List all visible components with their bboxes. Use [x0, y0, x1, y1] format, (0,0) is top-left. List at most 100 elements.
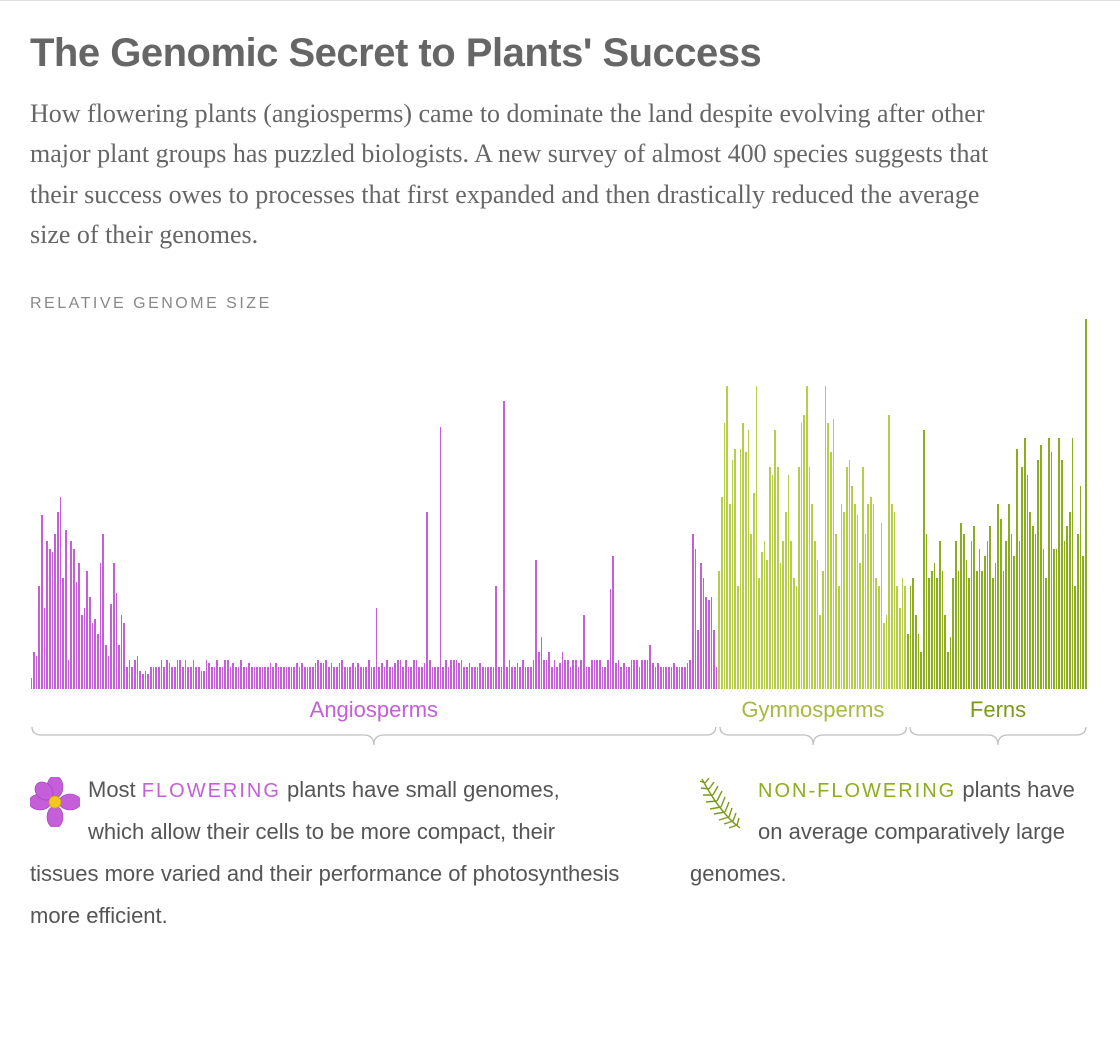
bar-gymnosperms: [899, 608, 901, 689]
bar-angiosperms: [663, 667, 665, 689]
bar-angiosperms: [535, 560, 537, 690]
bar-gymnosperms: [790, 541, 792, 689]
bar-angiosperms: [307, 667, 309, 689]
flower-icon: [30, 777, 80, 827]
bar-ferns: [934, 563, 936, 689]
bar-angiosperms: [673, 663, 675, 689]
bar-gymnosperms: [782, 541, 784, 689]
bar-angiosperms: [432, 667, 434, 689]
bar-gymnosperms: [843, 512, 845, 690]
bar-angiosperms: [517, 663, 519, 689]
bar-angiosperms: [572, 660, 574, 690]
bar-angiosperms: [397, 660, 399, 690]
bar-angiosperms: [357, 663, 359, 689]
bar-angiosperms: [676, 667, 678, 689]
bar-gymnosperms: [814, 541, 816, 689]
bar-angiosperms: [649, 645, 651, 689]
bar-angiosperms: [54, 534, 56, 689]
bar-ferns: [923, 430, 925, 689]
bar-gymnosperms: [819, 615, 821, 689]
bar-gymnosperms: [838, 586, 840, 690]
bar-angiosperms: [586, 667, 588, 689]
bar-angiosperms: [418, 667, 420, 689]
bar-angiosperms: [198, 667, 200, 689]
bar-ferns: [1016, 449, 1018, 690]
bar-ferns: [939, 541, 941, 689]
bar-angiosperms: [62, 578, 64, 689]
bar-angiosperms: [150, 667, 152, 689]
bar-angiosperms: [684, 667, 686, 689]
bar-angiosperms: [633, 660, 635, 690]
bar-angiosperms: [31, 678, 33, 689]
bar-gymnosperms: [766, 560, 768, 690]
bar-gymnosperms: [769, 467, 771, 689]
bar-ferns: [1077, 534, 1079, 689]
bar-gymnosperms: [764, 541, 766, 689]
category-label-ferns: Ferns: [908, 695, 1088, 723]
bar-ferns: [1061, 460, 1063, 689]
bar-angiosperms: [713, 630, 715, 689]
bar-angiosperms: [240, 660, 242, 690]
bar-ferns: [931, 571, 933, 689]
bar-angiosperms: [33, 652, 35, 689]
bar-angiosperms: [256, 667, 258, 689]
bar-angiosperms: [495, 586, 497, 690]
bar-gymnosperms: [742, 423, 744, 689]
genome-size-chart: [30, 319, 1088, 689]
bar-angiosperms: [304, 667, 306, 689]
bar-gymnosperms: [835, 534, 837, 689]
bar-angiosperms: [575, 660, 577, 690]
bar-angiosperms: [644, 660, 646, 690]
bar-angiosperms: [687, 663, 689, 689]
bar-angiosperms: [142, 674, 144, 689]
bar-gymnosperms: [774, 430, 776, 689]
bar-gymnosperms: [822, 571, 824, 689]
bar-ferns: [1013, 556, 1015, 689]
bar-angiosperms: [336, 667, 338, 689]
bar-angiosperms: [697, 630, 699, 689]
bar-angiosperms: [610, 589, 612, 689]
bar-ferns: [952, 578, 954, 689]
bar-ferns: [1003, 571, 1005, 689]
bar-ferns: [942, 571, 944, 689]
bar-angiosperms: [280, 667, 282, 689]
bar-angiosperms: [474, 667, 476, 689]
brace-gymnosperms: [718, 725, 908, 747]
bar-gymnosperms: [788, 475, 790, 690]
bar-angiosperms: [543, 660, 545, 690]
bar-angiosperms: [623, 663, 625, 689]
bar-angiosperms: [179, 660, 181, 690]
bar-angiosperms: [187, 667, 189, 689]
bar-angiosperms: [655, 667, 657, 689]
bar-ferns: [1008, 504, 1010, 689]
bar-gymnosperms: [851, 486, 853, 690]
bar-angiosperms: [52, 552, 54, 689]
bar-angiosperms: [599, 660, 601, 690]
bar-angiosperms: [293, 667, 295, 689]
bar-angiosperms: [394, 663, 396, 689]
bar-angiosperms: [339, 663, 341, 689]
bar-angiosperms: [222, 667, 224, 689]
bar-ferns: [944, 615, 946, 689]
bar-angiosperms: [408, 667, 410, 689]
bar-gymnosperms: [811, 504, 813, 689]
bar-angiosperms: [538, 652, 540, 689]
bar-angiosperms: [193, 660, 195, 690]
bar-angiosperms: [368, 660, 370, 690]
bar-angiosperms: [333, 667, 335, 689]
bar-angiosperms: [705, 597, 707, 690]
bar-angiosperms: [349, 667, 351, 689]
bar-ferns: [976, 571, 978, 689]
bar-angiosperms: [78, 563, 80, 689]
bar-gymnosperms: [888, 415, 890, 689]
bar-angiosperms: [700, 563, 702, 689]
bar-ferns: [947, 652, 949, 689]
bar-angiosperms: [458, 663, 460, 689]
bar-ferns: [1027, 475, 1029, 690]
bar-ferns: [910, 586, 912, 690]
bar-angiosperms: [647, 660, 649, 690]
bar-gymnosperms: [896, 586, 898, 690]
caption-left-keyword: FLOWERING: [142, 780, 281, 802]
bar-gymnosperms: [729, 504, 731, 689]
bar-ferns: [973, 526, 975, 689]
